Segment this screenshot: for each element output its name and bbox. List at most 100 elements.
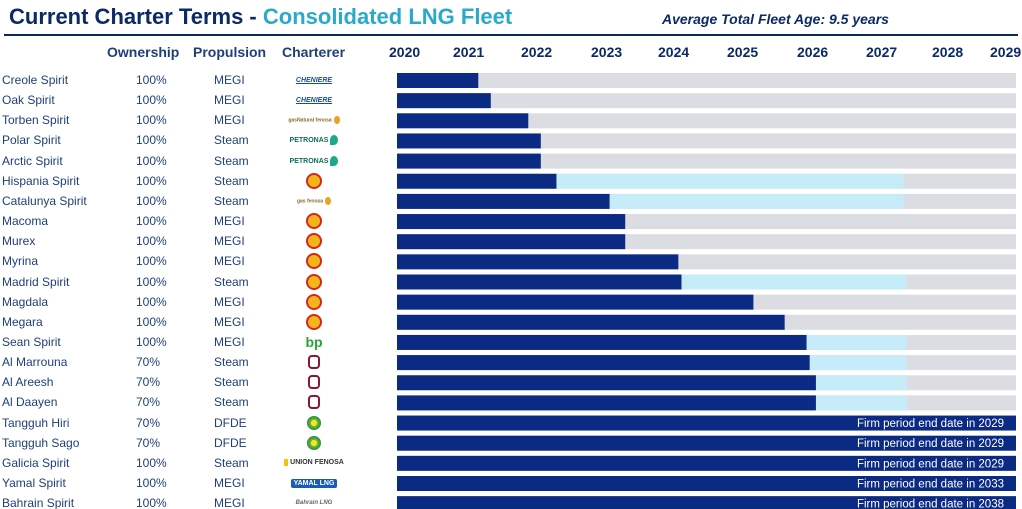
bahrain-lng-logo-icon: Bahrain LNG	[295, 500, 333, 507]
vessel-name: Hispania Spirit	[2, 173, 80, 188]
vessel-name: Tangguh Sago	[2, 435, 80, 450]
propulsion-value: MEGI	[214, 93, 245, 108]
x-tick-label: 2023	[591, 44, 623, 60]
propulsion-value: Steam	[214, 455, 249, 470]
shell-logo-icon	[306, 273, 322, 290]
bp-helios-icon	[307, 415, 321, 430]
ownership-value: 100%	[136, 153, 167, 168]
fleet-age-subtitle: Average Total Fleet Age: 9.5 years	[662, 11, 889, 27]
propulsion-value: MEGI	[214, 294, 245, 309]
x-tick-label: 2029	[990, 44, 1022, 60]
bar-track	[397, 73, 1016, 88]
bar-firm-period	[397, 113, 529, 129]
bar-track	[397, 153, 1016, 169]
firm-period-label: Firm period end date in 2029	[857, 418, 1004, 430]
ownership-value: 70%	[136, 415, 161, 430]
firm-period-label: Firm period end date in 2029	[857, 458, 1004, 470]
charterer-logo-bpdisc	[290, 415, 338, 431]
propulsion-value: Steam	[214, 133, 249, 148]
gasnatural-logo-icon: gasNatural fenosa	[288, 116, 339, 124]
charterer-logo-bpdisc	[290, 435, 338, 451]
x-tick-label: 2021	[453, 44, 485, 60]
propulsion-value: MEGI	[214, 334, 245, 349]
charterer-logo-bp: bp	[290, 334, 338, 350]
ownership-value: 100%	[136, 73, 167, 87]
vessel-name: Macoma	[2, 214, 49, 229]
bar-firm-period	[397, 415, 1016, 431]
union-fenosa-logo-icon: UNION FENOSA	[284, 459, 344, 467]
petronas-logo-icon: PETRONAS	[290, 135, 339, 145]
bar-firm-period	[397, 173, 557, 189]
propulsion-value: MEGI	[214, 476, 245, 490]
title-accent: Consolidated LNG Fleet	[262, 4, 513, 29]
ownership-value: 70%	[136, 435, 161, 450]
ownership-value: 100%	[136, 214, 167, 229]
bar-firm-period	[397, 73, 479, 88]
yamal-lng-logo-icon: YAMAL LNG	[290, 478, 338, 488]
header-charterer: Charterer	[282, 44, 346, 60]
vessel-name: Catalunya Spirit	[2, 193, 87, 208]
vessel-name: Creole Spirit	[2, 73, 69, 87]
shell-logo-icon	[306, 313, 322, 330]
bar-track	[397, 113, 1016, 129]
bar-firm-period	[397, 193, 610, 209]
bar-firm-period	[397, 93, 491, 109]
firm-period-label: Firm period end date in 2033	[857, 479, 1004, 491]
bar-firm-period	[397, 153, 541, 169]
cheniere-logo-icon: CHENIERE	[295, 76, 333, 84]
charterer-logo-yamal: YAMAL LNG	[290, 475, 338, 491]
propulsion-value: DFDE	[214, 435, 247, 450]
propulsion-value: MEGI	[214, 214, 245, 229]
bar-option-period	[681, 274, 907, 290]
bar-firm-period	[397, 234, 626, 250]
bar-firm-period	[397, 395, 816, 411]
x-tick-label: 2026	[797, 44, 829, 60]
shell-logo-icon	[306, 253, 322, 270]
vessel-name: Al Marrouna	[2, 355, 68, 370]
bar-firm-period	[397, 294, 754, 310]
petronas-logo-icon: PETRONAS	[290, 156, 339, 166]
bar-firm-period	[397, 355, 810, 371]
propulsion-value: Steam	[214, 355, 249, 370]
ownership-value: 100%	[136, 254, 167, 269]
propulsion-value: Steam	[214, 153, 249, 168]
bar-firm-period	[397, 254, 679, 270]
bar-firm-period	[397, 314, 785, 330]
bar-firm-period	[397, 375, 816, 391]
ownership-value: 100%	[136, 234, 167, 249]
propulsion-value: MEGI	[214, 496, 245, 509]
charterer-logo-cheniere: CHENIERE	[290, 92, 338, 108]
firm-period-label: Firm period end date in 2029	[857, 438, 1004, 450]
shell-logo-icon	[306, 172, 322, 189]
vessel-name: Madrid Spirit	[2, 274, 70, 289]
propulsion-value: MEGI	[214, 254, 245, 269]
title-divider	[4, 34, 1018, 36]
charterer-logo-shell	[290, 293, 338, 310]
qatargas-logo-icon	[308, 395, 320, 410]
shell-logo-icon	[306, 233, 322, 250]
bar-firm-period	[397, 435, 1016, 451]
propulsion-value: Steam	[214, 173, 249, 188]
title-main: Current Charter Terms -	[9, 4, 263, 29]
bar-firm-period	[397, 214, 626, 230]
bar-firm-period	[397, 496, 1016, 509]
x-tick-label: 2027	[866, 44, 898, 60]
vessel-name: Magdala	[2, 294, 49, 309]
ownership-value: 100%	[136, 496, 167, 509]
header-propulsion: Propulsion	[193, 44, 267, 60]
bar-track	[397, 133, 1016, 149]
ownership-value: 100%	[136, 113, 167, 128]
ownership-value: 100%	[136, 334, 167, 349]
charterer-logo-shell	[290, 253, 338, 270]
charterer-logo-gasnatural: gas fenosa	[290, 193, 338, 209]
header-ownership: Ownership	[107, 44, 180, 60]
vessel-name: Megara	[2, 314, 43, 329]
ownership-value: 70%	[136, 375, 161, 390]
ownership-value: 100%	[136, 93, 167, 108]
bar-option-period	[556, 173, 904, 189]
ownership-value: 100%	[136, 133, 167, 148]
vessel-name: Torben Spirit	[2, 113, 70, 128]
charterer-logo-qatargas	[290, 394, 338, 410]
propulsion-value: DFDE	[214, 415, 247, 430]
bar-firm-period	[397, 455, 1016, 471]
